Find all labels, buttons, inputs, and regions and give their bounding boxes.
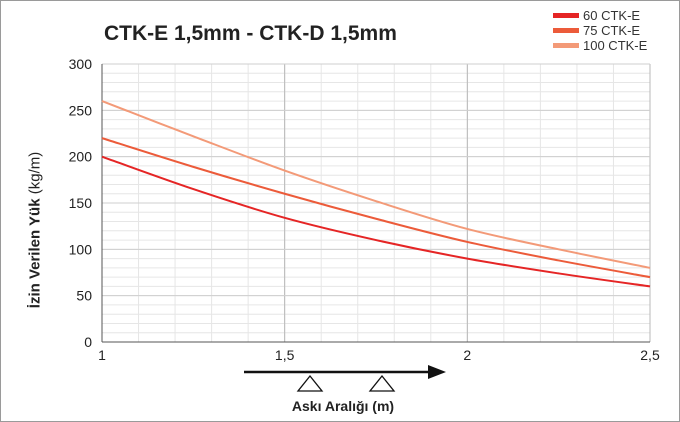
- legend-label: 100 CTK-E: [583, 38, 648, 53]
- legend-label: 75 CTK-E: [583, 23, 641, 38]
- y-axis-label-unit: (kg/m): [26, 151, 44, 195]
- y-axis-label-text: İzin Verilen Yük: [26, 198, 44, 309]
- x-tick-label: 1: [98, 347, 106, 363]
- y-tick-label: 100: [69, 241, 93, 257]
- x-tick-label: 2: [463, 347, 471, 363]
- legend-swatch: [553, 43, 579, 48]
- series-line-3: [101, 100, 651, 269]
- y-tick-label: 200: [69, 149, 93, 165]
- span-arrow-head: [428, 365, 446, 379]
- legend-item: 75 CTK-E: [553, 23, 647, 38]
- support-triangle-right: [368, 374, 396, 392]
- x-tick-label: 1,5: [275, 347, 295, 363]
- legend-label: 60 CTK-E: [583, 8, 641, 23]
- support-triangle-left: [296, 374, 324, 392]
- tick-labels: 0 50 100 150 200 250 300 1 1,5 2 2,5: [69, 56, 660, 363]
- x-axis-label: Askı Aralığı (m): [291, 398, 395, 414]
- x-tick-label: 2,5: [640, 347, 660, 363]
- series-lines: [101, 100, 651, 288]
- legend-item: 100 CTK-E: [553, 38, 647, 53]
- y-tick-label: 250: [69, 102, 93, 118]
- legend-swatch: [553, 13, 579, 18]
- span-indicator: [244, 365, 446, 392]
- chart-title: CTK-E 1,5mm - CTK-D 1,5mm: [104, 22, 397, 45]
- y-tick-label: 50: [76, 288, 92, 304]
- legend-swatch: [553, 28, 579, 33]
- series-line-1: [101, 155, 651, 288]
- grid: [101, 63, 651, 343]
- series-line-2: [101, 137, 651, 279]
- y-tick-label: 150: [69, 195, 93, 211]
- y-tick-label: 0: [84, 334, 92, 350]
- legend: 60 CTK-E 75 CTK-E 100 CTK-E: [553, 8, 647, 53]
- legend-item: 60 CTK-E: [553, 8, 647, 23]
- y-tick-label: 300: [69, 56, 93, 72]
- y-axis-label: İzin Verilen Yük (kg/m): [27, 152, 44, 308]
